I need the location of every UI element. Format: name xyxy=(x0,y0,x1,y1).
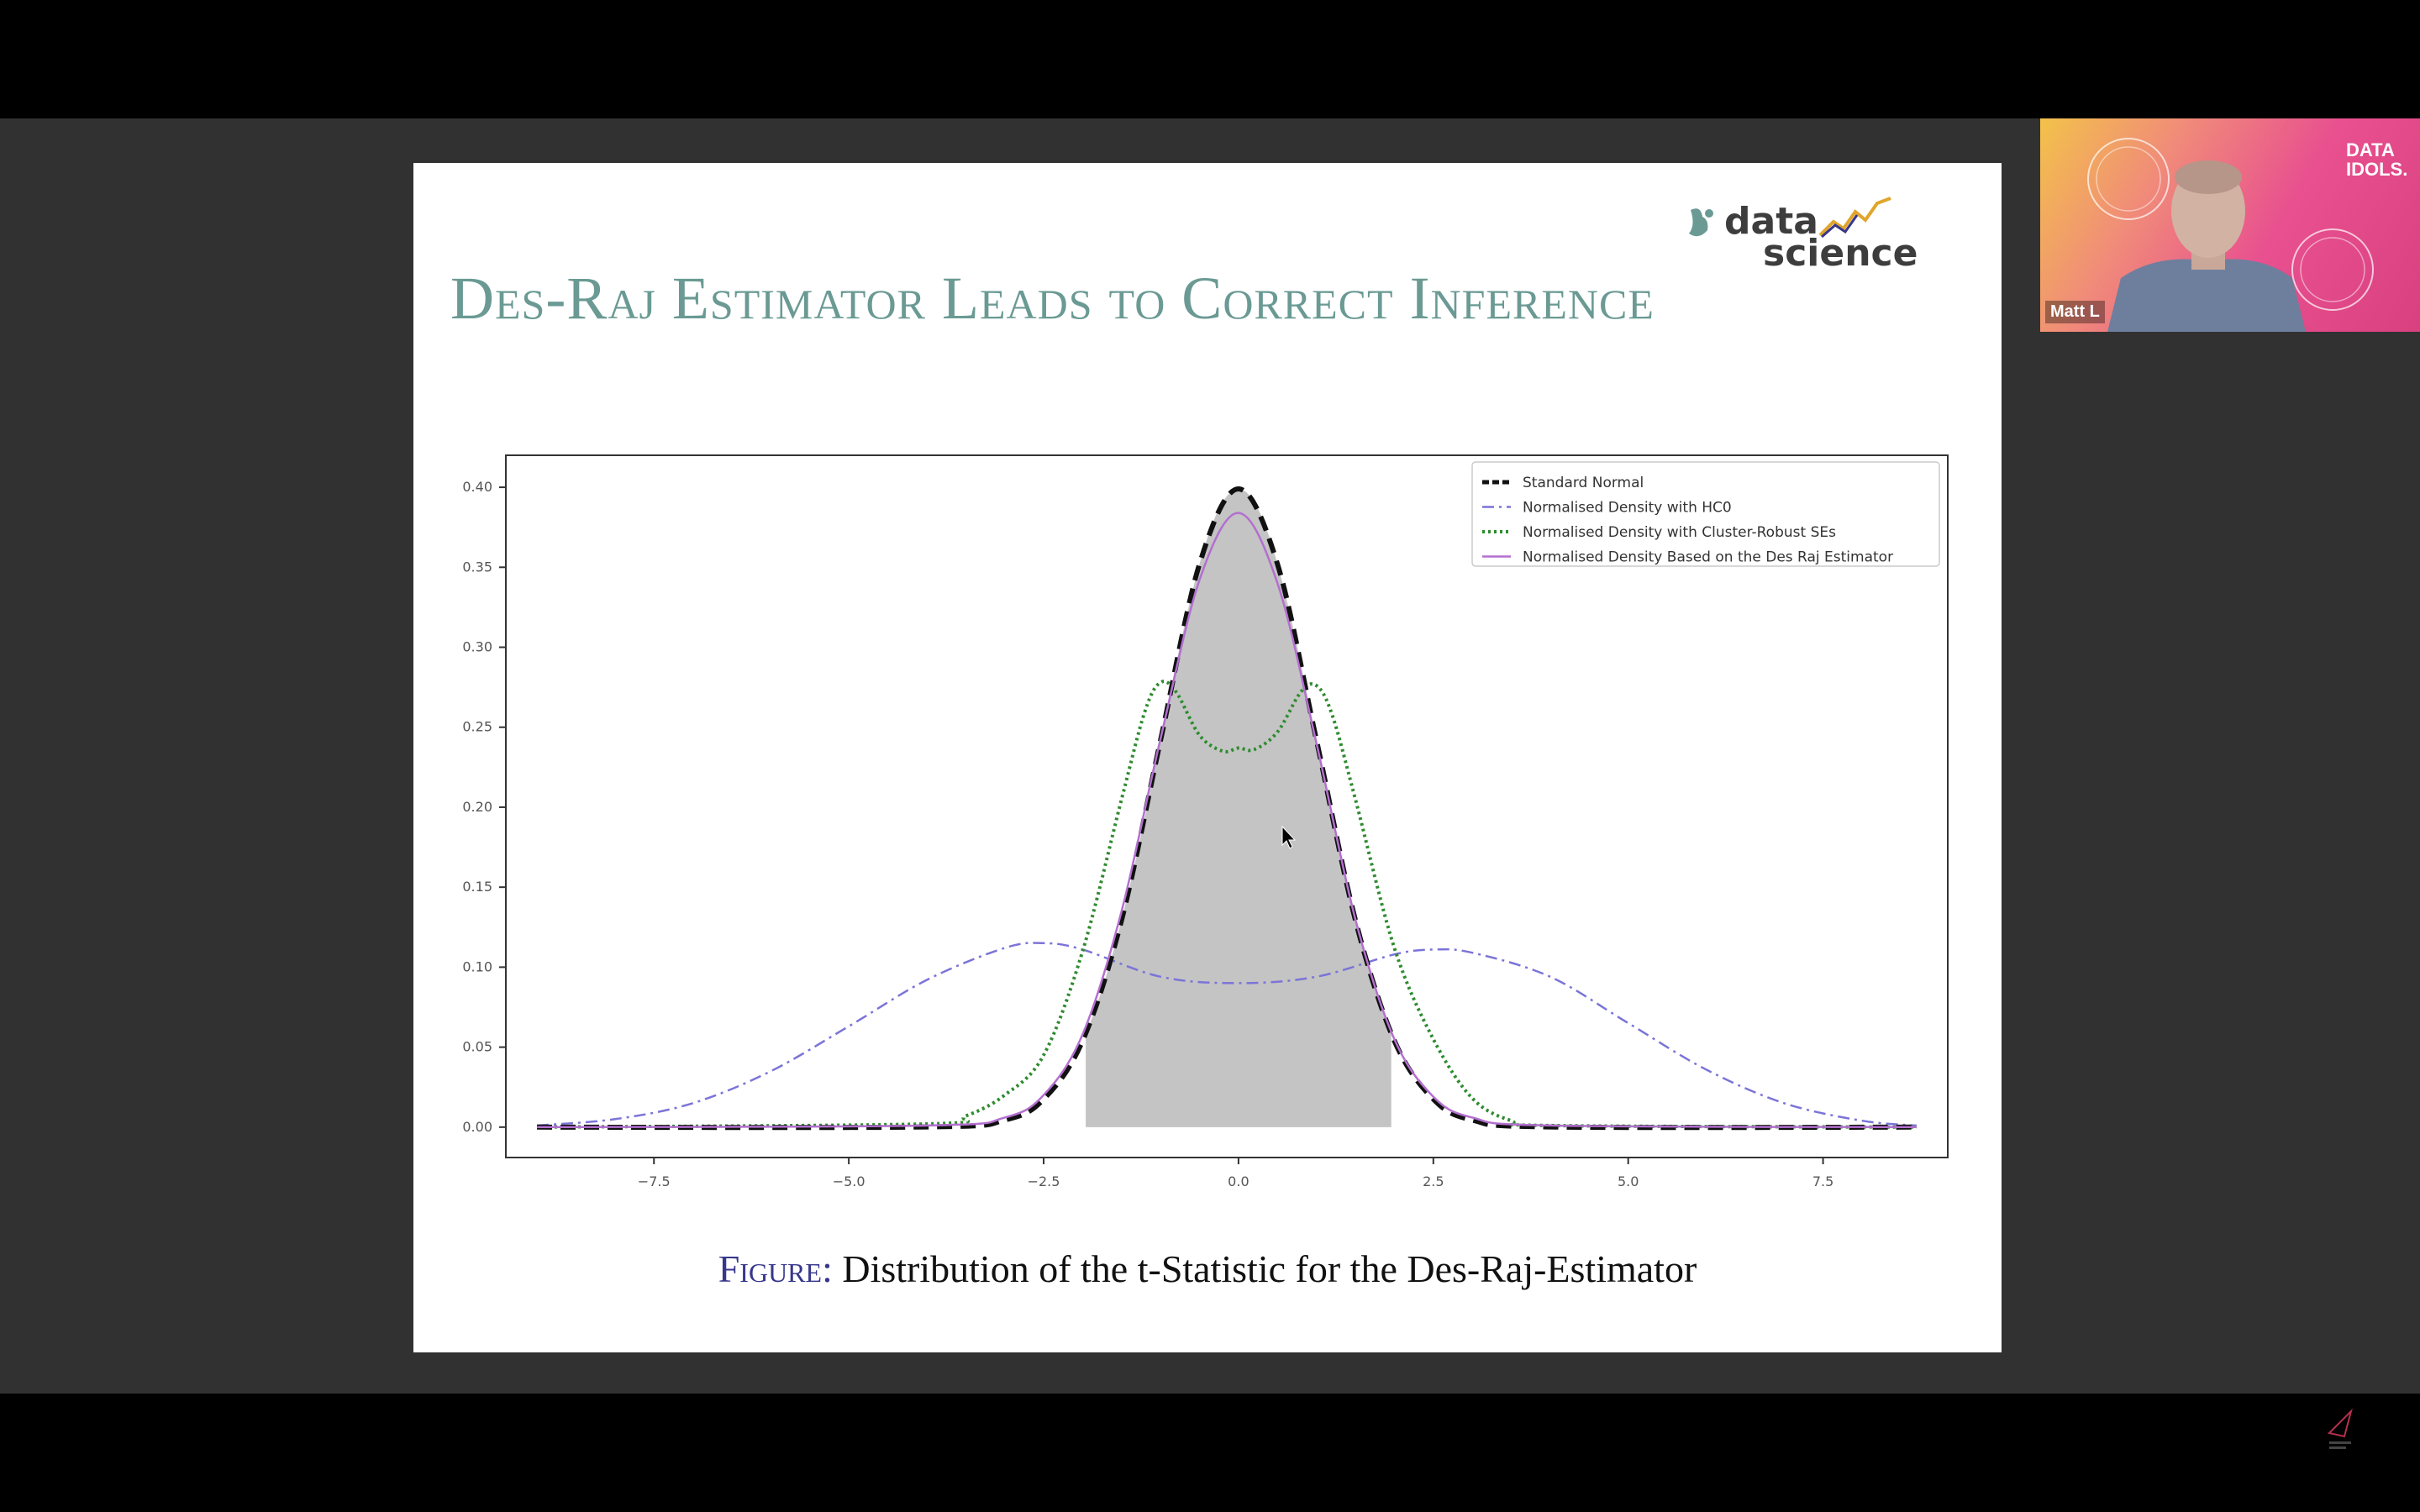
series-line-3 xyxy=(537,512,1917,1129)
y-tick-label: 0.35 xyxy=(462,559,492,575)
data-science-logo: data science xyxy=(1684,197,1936,272)
figure-caption: Figure: Distribution of the t-Statistic … xyxy=(413,1247,2002,1291)
leaf-icon xyxy=(1689,208,1713,237)
presentation-slide: Des-Raj Estimator Leads to Correct Infer… xyxy=(413,163,2002,1352)
participant-video xyxy=(2087,138,2374,332)
slide-title: Des-Raj Estimator Leads to Correct Infer… xyxy=(450,265,1655,332)
chart-line-icon xyxy=(1818,197,1891,239)
y-tick-label: 0.05 xyxy=(462,1039,492,1055)
logo-word-data: data xyxy=(1724,200,1818,243)
meeting-logo-icon xyxy=(2328,1408,2353,1449)
y-tick-label: 0.30 xyxy=(462,639,492,655)
caption-text: Distribution of the t-Statistic for the … xyxy=(832,1247,1697,1290)
x-tick-label: −7.5 xyxy=(638,1173,671,1189)
x-tick-label: 7.5 xyxy=(1812,1173,1833,1189)
y-tick-label: 0.40 xyxy=(462,479,492,495)
x-tick-label: −5.0 xyxy=(833,1173,865,1189)
webcam-brand-text: DATA IDOLS. xyxy=(2346,139,2408,181)
series-line-2 xyxy=(537,680,1917,1129)
logo-word-science: science xyxy=(1763,232,1918,275)
y-tick-label: 0.15 xyxy=(462,879,492,895)
legend-entry-1: Normalised Density with HC0 xyxy=(1523,500,1732,517)
legend-entry-3: Normalised Density Based on the Des Raj … xyxy=(1523,549,1893,566)
x-tick-label: 2.5 xyxy=(1423,1173,1444,1189)
x-tick-label: 0.0 xyxy=(1228,1173,1249,1189)
series-line-0 xyxy=(537,486,1917,1131)
legend-entry-0: Standard Normal xyxy=(1523,475,1644,491)
t-statistic-density-chart: −7.5 −5.0 −2.5 0.0 2.5 5.0 7.5 0.00 0.05 0.10 0.15… xyxy=(462,454,1949,1189)
x-tick-label: −2.5 xyxy=(1028,1173,1060,1189)
y-tick-label: 0.00 xyxy=(462,1119,492,1135)
webcam-tile[interactable]: DATA IDOLS. Matt L xyxy=(2040,118,2420,332)
legend-box xyxy=(1471,461,1940,567)
mouse-cursor-icon xyxy=(1281,825,1297,849)
y-tick-label: 0.20 xyxy=(462,799,492,815)
x-tick-label: 5.0 xyxy=(1618,1173,1639,1189)
participant-name: Matt L xyxy=(2045,301,2105,323)
series-line-1 xyxy=(536,942,1918,1127)
legend-entry-2: Normalised Density with Cluster-Robust S… xyxy=(1523,524,1836,541)
shaded-confidence-region xyxy=(1086,489,1392,1127)
y-tick-label: 0.10 xyxy=(462,958,492,974)
caption-label: Figure: xyxy=(718,1247,833,1290)
y-tick-label: 0.25 xyxy=(462,719,492,735)
